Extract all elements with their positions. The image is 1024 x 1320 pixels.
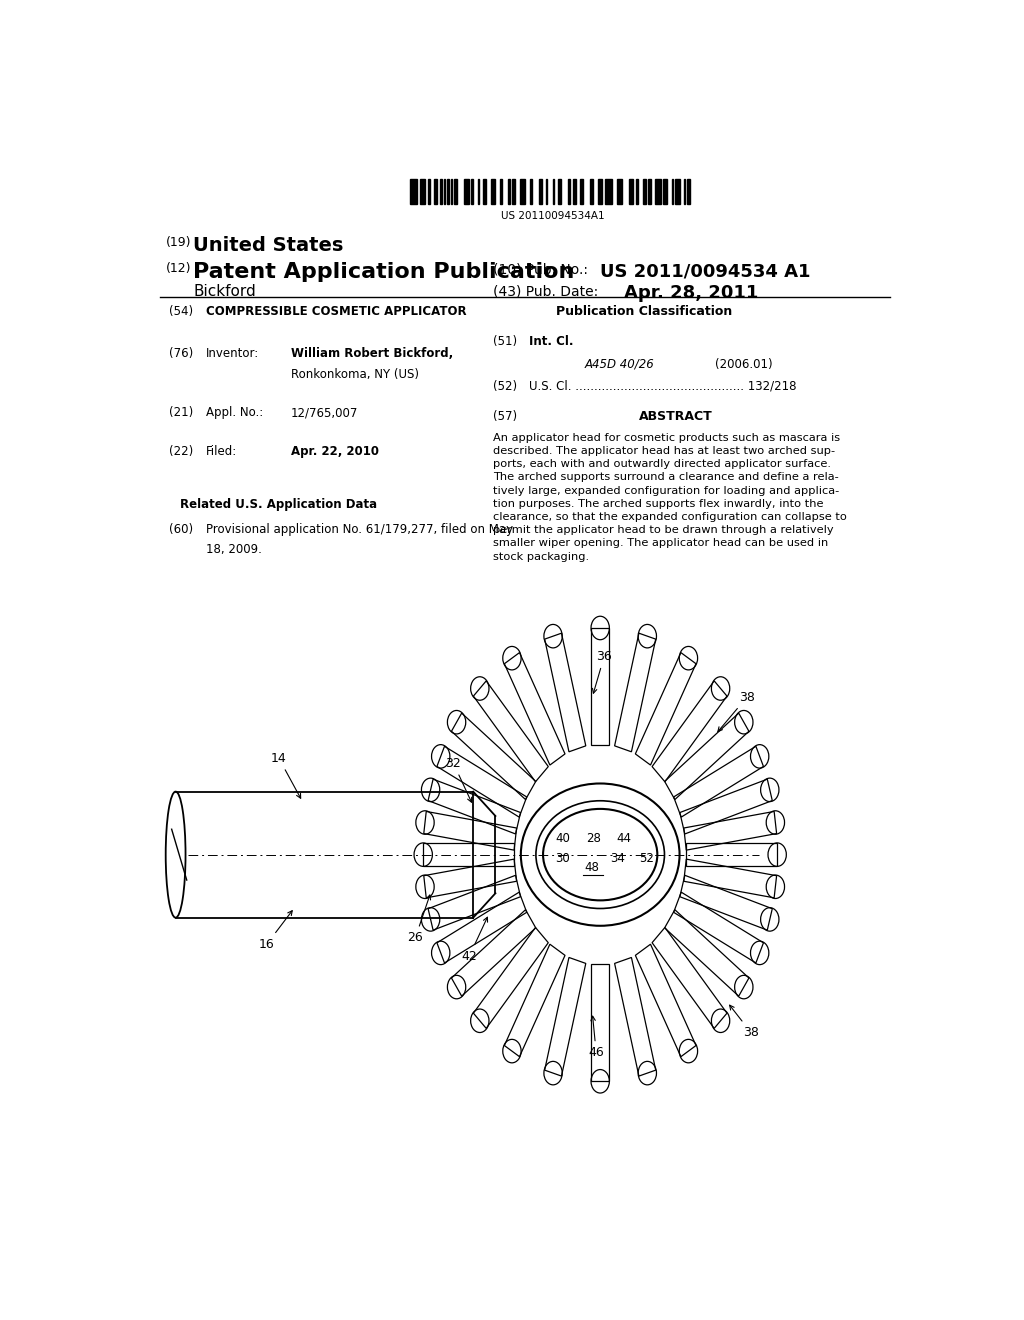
Bar [590, 178, 593, 205]
Text: Apr. 22, 2010: Apr. 22, 2010 [291, 445, 379, 458]
Bar [483, 178, 486, 205]
Bar [654, 178, 662, 205]
Text: Appl. No.:: Appl. No.: [206, 407, 263, 420]
Bar [629, 178, 633, 205]
Bar [580, 178, 584, 205]
Text: 38: 38 [730, 1006, 759, 1039]
Bar [684, 178, 685, 205]
Text: 30: 30 [555, 853, 570, 865]
Bar [508, 178, 510, 205]
Text: 26: 26 [408, 895, 430, 945]
Bar [664, 178, 667, 205]
Bar [512, 178, 515, 205]
Bar [553, 178, 554, 205]
Text: US 20110094534A1: US 20110094534A1 [501, 211, 604, 222]
Text: 44: 44 [616, 832, 632, 845]
Text: 46: 46 [589, 1016, 604, 1060]
Text: 48: 48 [585, 862, 600, 874]
Bar [440, 178, 442, 205]
Text: 38: 38 [718, 690, 755, 731]
Text: Publication Classification: Publication Classification [556, 305, 732, 318]
Text: (21): (21) [169, 407, 194, 420]
Text: 12/765,007: 12/765,007 [291, 407, 358, 420]
Bar [471, 178, 473, 205]
Text: 18, 2009.: 18, 2009. [206, 543, 262, 556]
Bar [672, 178, 674, 205]
Text: Related U.S. Application Data: Related U.S. Application Data [180, 498, 378, 511]
Text: Inventor:: Inventor: [206, 347, 259, 360]
Text: A45D 40/26: A45D 40/26 [585, 358, 654, 371]
Text: (60): (60) [169, 523, 194, 536]
Bar [605, 178, 612, 205]
Text: 28: 28 [587, 832, 601, 845]
Text: (52): (52) [494, 380, 517, 393]
Bar [546, 178, 548, 205]
Text: 42: 42 [462, 917, 487, 962]
Bar [492, 178, 495, 205]
Text: (12): (12) [166, 263, 191, 275]
Text: (43) Pub. Date:: (43) Pub. Date: [494, 284, 598, 298]
Text: US 2011/0094534 A1: US 2011/0094534 A1 [600, 263, 811, 280]
Text: Patent Application Publication: Patent Application Publication [194, 263, 574, 282]
Bar [636, 178, 638, 205]
Text: U.S. Cl. ............................................. 132/218: U.S. Cl. ...............................… [528, 380, 797, 393]
Text: 34: 34 [610, 853, 625, 865]
Text: (57): (57) [494, 411, 517, 424]
Bar [447, 178, 449, 205]
Text: Ronkonkoma, NY (US): Ronkonkoma, NY (US) [291, 368, 419, 380]
Bar [454, 178, 458, 205]
Bar [617, 178, 623, 205]
Text: Bickford: Bickford [194, 284, 256, 300]
Text: Int. Cl.: Int. Cl. [528, 335, 573, 348]
Bar [420, 178, 425, 205]
Text: An applicator head for cosmetic products such as mascara is
described. The appli: An applicator head for cosmetic products… [494, 433, 847, 561]
Bar [687, 178, 690, 205]
Bar [558, 178, 561, 205]
Bar [520, 178, 525, 205]
Bar [530, 178, 532, 205]
Text: Apr. 28, 2011: Apr. 28, 2011 [624, 284, 759, 302]
Bar [598, 178, 602, 205]
Bar [443, 178, 445, 205]
Bar [478, 178, 479, 205]
Text: 40: 40 [555, 832, 570, 845]
Text: (2006.01): (2006.01) [715, 358, 773, 371]
Text: 16: 16 [259, 911, 292, 950]
Bar [464, 178, 469, 205]
Bar [643, 178, 646, 205]
Text: COMPRESSIBLE COSMETIC APPLICATOR: COMPRESSIBLE COSMETIC APPLICATOR [206, 305, 466, 318]
Bar [648, 178, 651, 205]
Bar [433, 178, 437, 205]
Text: Filed:: Filed: [206, 445, 237, 458]
Bar [539, 178, 543, 205]
Text: 52: 52 [639, 853, 653, 865]
Bar [428, 178, 430, 205]
Text: (22): (22) [169, 445, 194, 458]
Text: Provisional application No. 61/179,277, filed on May: Provisional application No. 61/179,277, … [206, 523, 513, 536]
Text: ABSTRACT: ABSTRACT [639, 411, 713, 424]
Bar [451, 178, 453, 205]
Text: (51): (51) [494, 335, 517, 348]
Text: (76): (76) [169, 347, 194, 360]
Bar [500, 178, 502, 205]
Text: United States: United States [194, 236, 343, 255]
Text: (19): (19) [166, 236, 191, 248]
Bar [410, 178, 417, 205]
Bar [573, 178, 577, 205]
Text: 36: 36 [593, 649, 612, 693]
Text: William Robert Bickford,: William Robert Bickford, [291, 347, 453, 360]
Text: (10) Pub. No.:: (10) Pub. No.: [494, 263, 597, 276]
Bar [675, 178, 680, 205]
Bar [568, 178, 569, 205]
Text: 32: 32 [445, 756, 472, 803]
Text: 14: 14 [271, 751, 301, 799]
Text: (54): (54) [169, 305, 194, 318]
